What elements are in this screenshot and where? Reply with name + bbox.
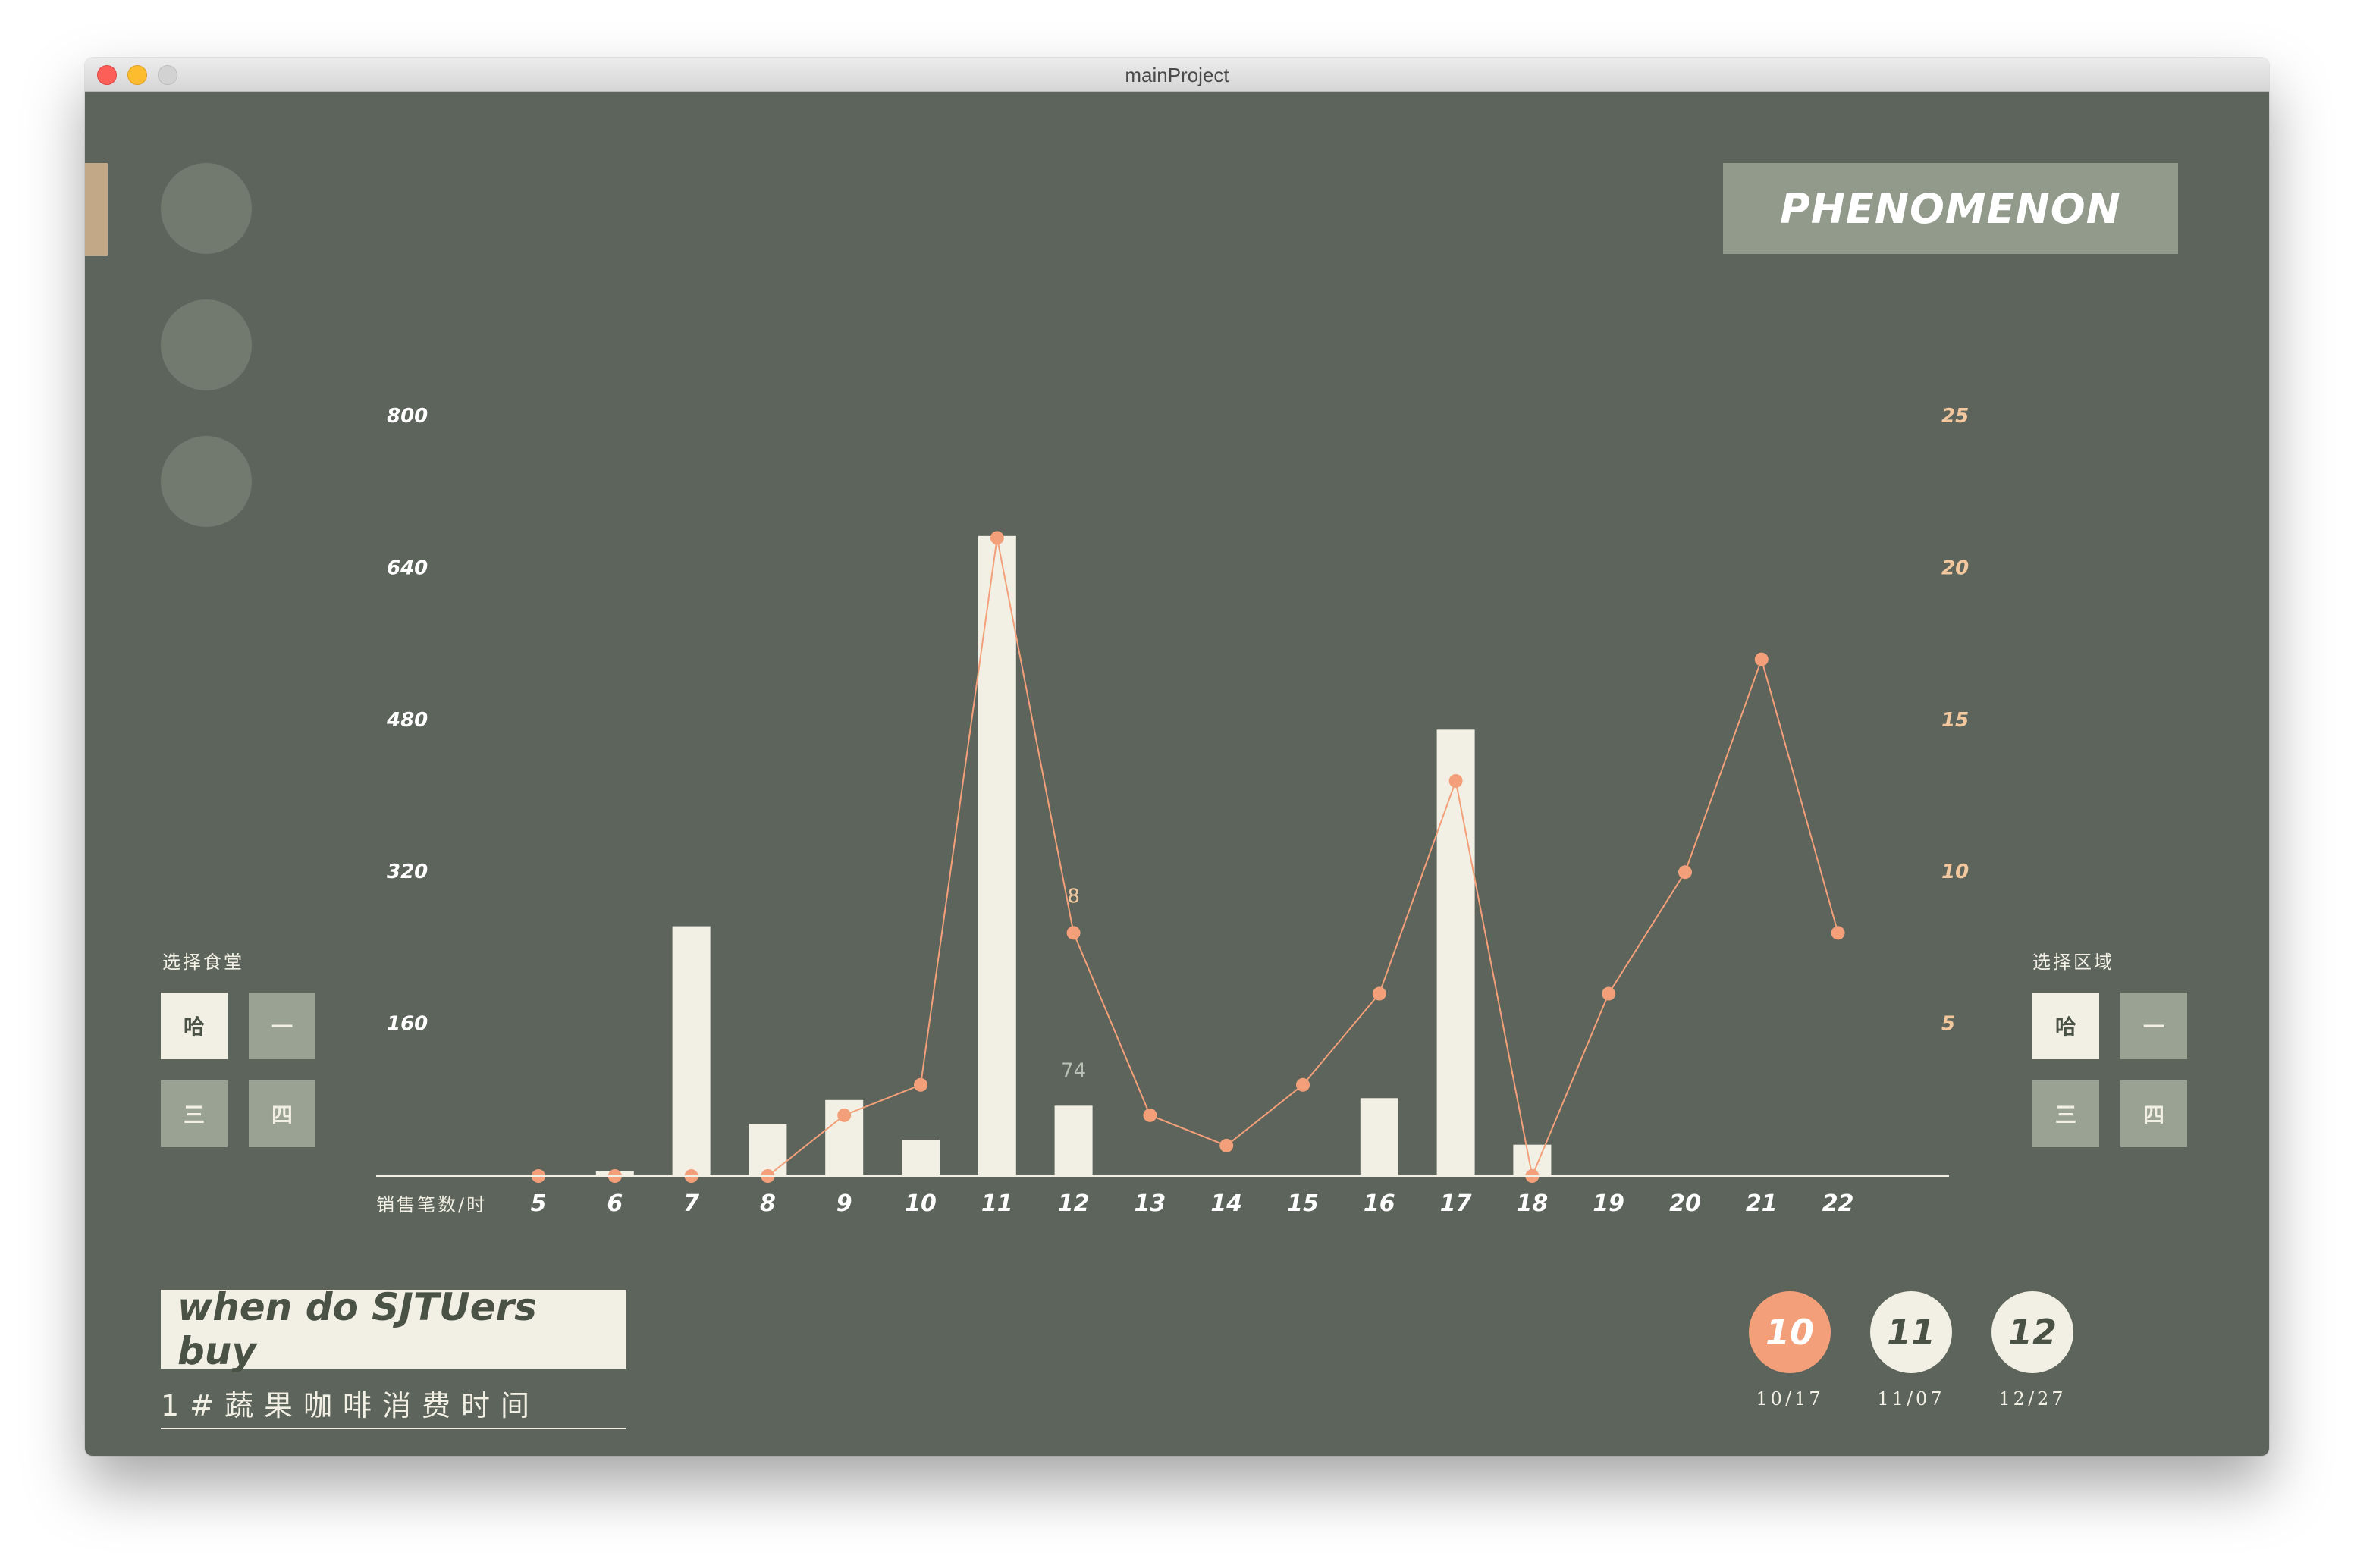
line-point-9 bbox=[837, 1108, 852, 1122]
bar-8 bbox=[749, 1124, 787, 1176]
region-button-1[interactable]: 一 bbox=[2120, 993, 2187, 1059]
line-point-11 bbox=[990, 531, 1004, 545]
y-right-tick-5: 5 bbox=[1941, 1013, 1955, 1036]
canteen-button-ha[interactable]: 哈 bbox=[161, 993, 228, 1059]
app-window: mainProject PHENOMENON 160 320 480 640 800 5 1… bbox=[85, 58, 2269, 1456]
window-maximize-button[interactable] bbox=[158, 65, 177, 85]
x-tick-19: 19 bbox=[1593, 1190, 1624, 1217]
bar-7 bbox=[672, 926, 711, 1176]
line-point-12 bbox=[1066, 926, 1081, 940]
x-tick-6: 6 bbox=[607, 1190, 623, 1217]
line-point-19 bbox=[1602, 986, 1616, 1001]
x-tick-9: 9 bbox=[836, 1190, 852, 1217]
y-left-tick-320: 320 bbox=[387, 861, 428, 883]
annotation-12-0: 74 bbox=[1061, 1059, 1086, 1082]
line-point-14 bbox=[1219, 1138, 1234, 1152]
x-tick-22: 22 bbox=[1822, 1190, 1854, 1217]
window-title: mainProject bbox=[1125, 64, 1229, 86]
right-panel-title: 选择区域 bbox=[2032, 952, 2114, 973]
y-right-tick-25: 25 bbox=[1941, 405, 1969, 428]
bar-16 bbox=[1360, 1098, 1398, 1176]
window-close-button[interactable] bbox=[97, 65, 117, 85]
x-tick-11: 11 bbox=[981, 1190, 1013, 1217]
bar-12 bbox=[1054, 1105, 1093, 1176]
region-button-ha[interactable]: 哈 bbox=[2032, 993, 2099, 1059]
nav-circle-2[interactable] bbox=[161, 299, 252, 390]
x-tick-13: 13 bbox=[1135, 1190, 1166, 1217]
canteen-button-4[interactable]: 四 bbox=[249, 1080, 315, 1147]
date-label-10: 10/17 bbox=[1756, 1388, 1824, 1410]
date-label-11: 11/07 bbox=[1877, 1388, 1945, 1410]
x-tick-8: 8 bbox=[760, 1190, 776, 1217]
annotation-12-1: 8 bbox=[1067, 885, 1080, 908]
bar-10 bbox=[902, 1140, 940, 1176]
subtitle-text: 1#蔬果咖啡消费时间 bbox=[161, 1389, 541, 1422]
x-tick-20: 20 bbox=[1669, 1190, 1701, 1217]
window-minimize-button[interactable] bbox=[127, 65, 147, 85]
x-tick-21: 21 bbox=[1746, 1190, 1778, 1217]
region-button-3[interactable]: 三 bbox=[2032, 1080, 2099, 1147]
date-label-12: 12/27 bbox=[1998, 1388, 2067, 1410]
side-tab-indicator[interactable] bbox=[85, 163, 108, 256]
nav-circle-1[interactable] bbox=[161, 163, 252, 254]
line-point-15 bbox=[1296, 1077, 1310, 1092]
line-point-10 bbox=[914, 1077, 927, 1092]
line-point-21 bbox=[1754, 652, 1769, 666]
line-point-17 bbox=[1448, 773, 1463, 788]
x-tick-5: 5 bbox=[531, 1190, 547, 1217]
date-button-10[interactable]: 10 bbox=[1749, 1291, 1831, 1373]
y-left-tick-160: 160 bbox=[387, 1013, 428, 1036]
x-tick-18: 18 bbox=[1517, 1190, 1549, 1217]
date-button-11[interactable]: 11 bbox=[1870, 1291, 1952, 1373]
line-point-16 bbox=[1372, 986, 1386, 1001]
line-point-20 bbox=[1678, 865, 1692, 880]
headline-box: when do SJTUers buy bbox=[161, 1285, 626, 1373]
canteen-button-3[interactable]: 三 bbox=[161, 1080, 228, 1147]
y-left-tick-640: 640 bbox=[387, 557, 428, 579]
x-tick-14: 14 bbox=[1210, 1190, 1242, 1217]
phenomenon-badge: PHENOMENON bbox=[1723, 163, 2178, 254]
canteen-button-1[interactable]: 一 bbox=[249, 993, 315, 1059]
nav-circle-3[interactable] bbox=[161, 436, 252, 527]
subtitle-underline bbox=[161, 1428, 626, 1429]
bar-17 bbox=[1436, 729, 1475, 1176]
x-axis-label: 销售笔数/时 bbox=[376, 1194, 487, 1215]
y-right-tick-10: 10 bbox=[1941, 861, 1969, 883]
main-canvas: PHENOMENON 160 320 480 640 800 5 10 15 20 25 5 6 7 8 9… bbox=[85, 92, 2269, 1456]
headline-text: when do SJTUers buy bbox=[177, 1285, 537, 1373]
date-button-12[interactable]: 12 bbox=[1991, 1291, 2073, 1373]
region-button-4[interactable]: 四 bbox=[2120, 1080, 2187, 1147]
x-tick-15: 15 bbox=[1287, 1190, 1319, 1217]
x-tick-10: 10 bbox=[905, 1190, 937, 1217]
x-tick-16: 16 bbox=[1364, 1190, 1395, 1217]
y-right-tick-15: 15 bbox=[1941, 709, 1969, 732]
title-bar: mainProject bbox=[85, 58, 2269, 92]
phenomenon-label: PHENOMENON bbox=[1780, 184, 2121, 233]
sales-chart: 160 320 480 640 800 5 10 15 20 25 5 6 7 8 9 10 11 12 13 14 1… bbox=[376, 405, 1969, 1217]
x-tick-12: 12 bbox=[1058, 1190, 1090, 1217]
left-panel-title: 选择食堂 bbox=[162, 952, 244, 973]
sales-line bbox=[538, 538, 1839, 1179]
line-point-22 bbox=[1831, 926, 1845, 940]
bar-11 bbox=[978, 535, 1016, 1176]
y-left-tick-800: 800 bbox=[387, 405, 428, 428]
y-left-tick-480: 480 bbox=[386, 709, 428, 732]
x-tick-17: 17 bbox=[1440, 1190, 1472, 1217]
y-right-tick-20: 20 bbox=[1941, 557, 1969, 579]
line-point-13 bbox=[1143, 1108, 1157, 1122]
x-tick-7: 7 bbox=[683, 1190, 699, 1217]
